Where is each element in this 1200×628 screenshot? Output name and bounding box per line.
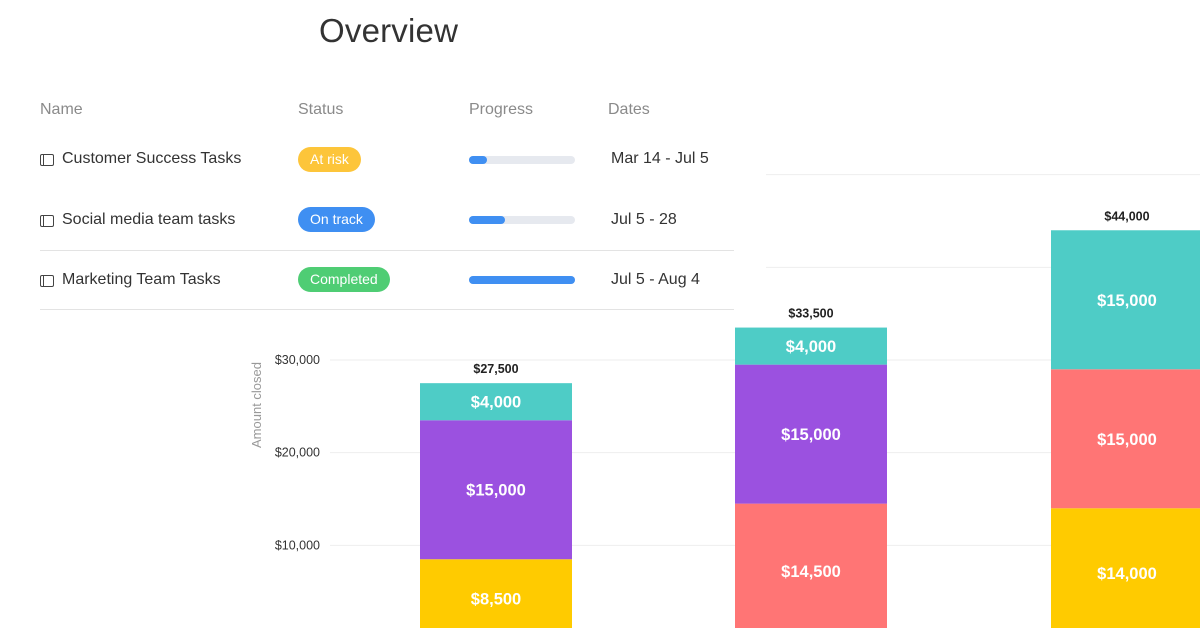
bar-segment <box>420 383 572 421</box>
status-badge[interactable]: Completed <box>298 267 390 292</box>
column-header-status[interactable]: Status <box>298 101 344 118</box>
board-name[interactable]: Social media team tasks <box>62 211 236 228</box>
date-range[interactable]: Jul 5 - 28 <box>611 211 677 228</box>
page-title: Overview <box>319 12 459 49</box>
board-name[interactable]: Customer Success Tasks <box>62 150 242 167</box>
bar-segment <box>735 327 887 365</box>
row-divider <box>40 309 734 310</box>
y-tick-label: $20,000 <box>275 446 320 460</box>
segment-label: $15,000 <box>1097 292 1157 310</box>
segment-label: $15,000 <box>1097 431 1157 449</box>
bar-total-label: $44,000 <box>1104 209 1149 223</box>
bar-segment <box>1051 230 1200 370</box>
board-icon <box>40 154 54 166</box>
y-axis-label: Amount closed <box>249 362 264 448</box>
bar-segment <box>420 420 572 560</box>
bar-segment <box>735 503 887 628</box>
bar-segment <box>1051 369 1200 509</box>
segment-label: $4,000 <box>786 338 836 356</box>
date-range[interactable]: Mar 14 - Jul 5 <box>611 150 709 167</box>
progress-bar-fill <box>469 216 506 224</box>
status-badge[interactable]: At risk <box>298 147 361 172</box>
board-row-social-media[interactable]: Social media team tasks On track Jul 5 -… <box>0 190 766 250</box>
progress-bar <box>469 156 575 164</box>
board-icon <box>40 275 54 287</box>
segment-label: $15,000 <box>781 426 841 444</box>
bar-segment <box>1051 508 1200 628</box>
segment-label: $8,500 <box>471 591 521 609</box>
progress-bar-fill <box>469 276 575 284</box>
column-header-dates[interactable]: Dates <box>608 101 650 118</box>
y-tick-label: $10,000 <box>275 538 320 552</box>
bar-segment <box>735 364 887 504</box>
progress-bar <box>469 216 575 224</box>
segment-label: $14,000 <box>1097 565 1157 583</box>
board-icon <box>40 215 54 227</box>
segment-label: $15,000 <box>466 482 526 500</box>
y-tick-label: $30,000 <box>275 353 320 367</box>
segment-label: $14,500 <box>781 563 841 581</box>
row-divider <box>40 250 734 251</box>
progress-bar <box>469 276 575 284</box>
segment-label: $4,000 <box>471 394 521 412</box>
board-row-marketing[interactable]: Marketing Team Tasks Completed Jul 5 - A… <box>0 251 766 311</box>
column-header-name[interactable]: Name <box>40 101 83 118</box>
overview-panel: Overview Name Status Progress Dates Cust… <box>0 0 766 310</box>
date-range[interactable]: Jul 5 - Aug 4 <box>611 271 700 288</box>
bar-total-label: $27,500 <box>473 362 518 376</box>
status-badge[interactable]: On track <box>298 207 375 232</box>
progress-bar-fill <box>469 156 488 164</box>
bar-total-label: $33,500 <box>788 307 833 321</box>
bar-segment <box>420 559 572 628</box>
column-header-progress[interactable]: Progress <box>469 101 534 118</box>
board-row-customer-success[interactable]: Customer Success Tasks At risk Mar 14 - … <box>0 130 766 190</box>
board-name[interactable]: Marketing Team Tasks <box>62 271 221 288</box>
